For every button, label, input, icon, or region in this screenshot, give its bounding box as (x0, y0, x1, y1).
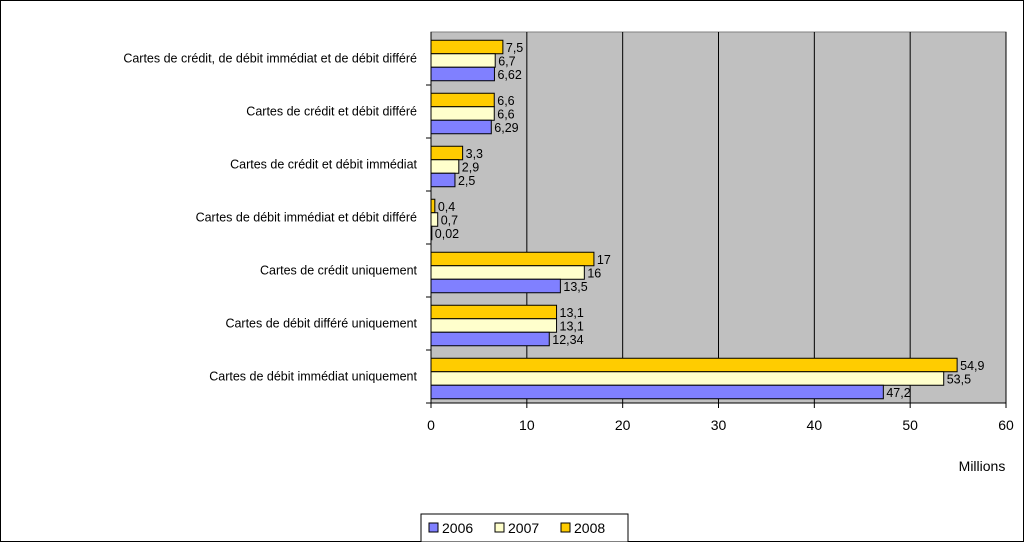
bar-2006 (430, 66, 495, 82)
bar-2008 (430, 39, 504, 55)
data-label-2007: 6,7 (498, 54, 515, 68)
data-label-2008: 54,9 (960, 359, 984, 373)
bar-2006 (430, 119, 492, 135)
data-label-2007: 0,7 (441, 213, 458, 227)
category-label: Cartes de crédit, de débit immédiat et d… (123, 52, 417, 66)
data-label-2007: 53,5 (947, 372, 971, 386)
legend-swatch-2006 (428, 522, 439, 533)
bar-2006 (430, 172, 456, 188)
x-tick-label: 50 (902, 417, 918, 433)
bar-2006 (430, 225, 433, 241)
bar-2008 (430, 145, 464, 161)
category-label: Cartes de débit immédiat uniquement (209, 370, 417, 384)
x-tick-label: 60 (998, 417, 1014, 433)
x-tick-label: 10 (519, 417, 535, 433)
bar-2007 (430, 159, 460, 174)
x-tick-label: 40 (807, 417, 823, 433)
data-label-2006: 6,62 (497, 68, 521, 82)
x-tick-label: 0 (427, 417, 435, 433)
bar-2008 (430, 92, 495, 108)
x-axis-title: Millions (959, 458, 1006, 474)
category-label: Cartes de crédit et débit immédiat (230, 158, 417, 172)
bar-2007 (430, 53, 496, 68)
data-label-2006: 13,5 (563, 280, 587, 294)
bar-2008 (430, 251, 595, 267)
legend-swatch-2007 (494, 522, 505, 533)
bar-2007 (430, 106, 495, 121)
data-label-2006: 47,2 (886, 386, 910, 400)
bar-2008 (430, 357, 958, 373)
legend-label-2007: 2007 (508, 520, 539, 536)
bar-2006 (430, 384, 884, 400)
data-label-2008: 7,5 (506, 41, 523, 55)
data-label-2008: 0,4 (438, 200, 455, 214)
data-label-2008: 3,3 (466, 147, 483, 161)
bar-2006 (430, 331, 550, 347)
bar-2007 (430, 265, 585, 280)
bar-2008 (430, 198, 436, 214)
category-label: Cartes de débit immédiat et débit différ… (196, 211, 417, 225)
data-label-2006: 2,5 (458, 174, 475, 188)
category-label: Cartes de crédit et débit différé (246, 105, 417, 119)
legend-swatch-2008 (560, 522, 571, 533)
data-label-2006: 6,29 (494, 121, 518, 135)
data-label-2007: 16 (587, 266, 601, 280)
data-label-2007: 13,1 (560, 319, 584, 333)
data-label-2006: 0,02 (435, 227, 459, 241)
legend-box (420, 513, 629, 542)
data-label-2008: 17 (597, 253, 611, 267)
bar-2007 (430, 212, 439, 227)
data-label-2007: 2,9 (462, 160, 479, 174)
data-label-2008: 6,6 (497, 94, 514, 108)
data-label-2007: 6,6 (497, 107, 514, 121)
data-label-2006: 12,34 (552, 333, 583, 347)
legend-label-2008: 2008 (574, 520, 605, 536)
category-label: Cartes de débit différé uniquement (225, 317, 417, 331)
bar-2006 (430, 278, 561, 294)
data-label-2008: 13,1 (560, 306, 584, 320)
bar-2007 (430, 371, 945, 386)
x-tick-label: 20 (615, 417, 631, 433)
category-label: Cartes de crédit uniquement (260, 264, 418, 278)
legend-label-2006: 2006 (442, 520, 473, 536)
x-tick-label: 30 (711, 417, 727, 433)
bar-2007 (430, 318, 558, 333)
bar-2008 (430, 304, 558, 320)
